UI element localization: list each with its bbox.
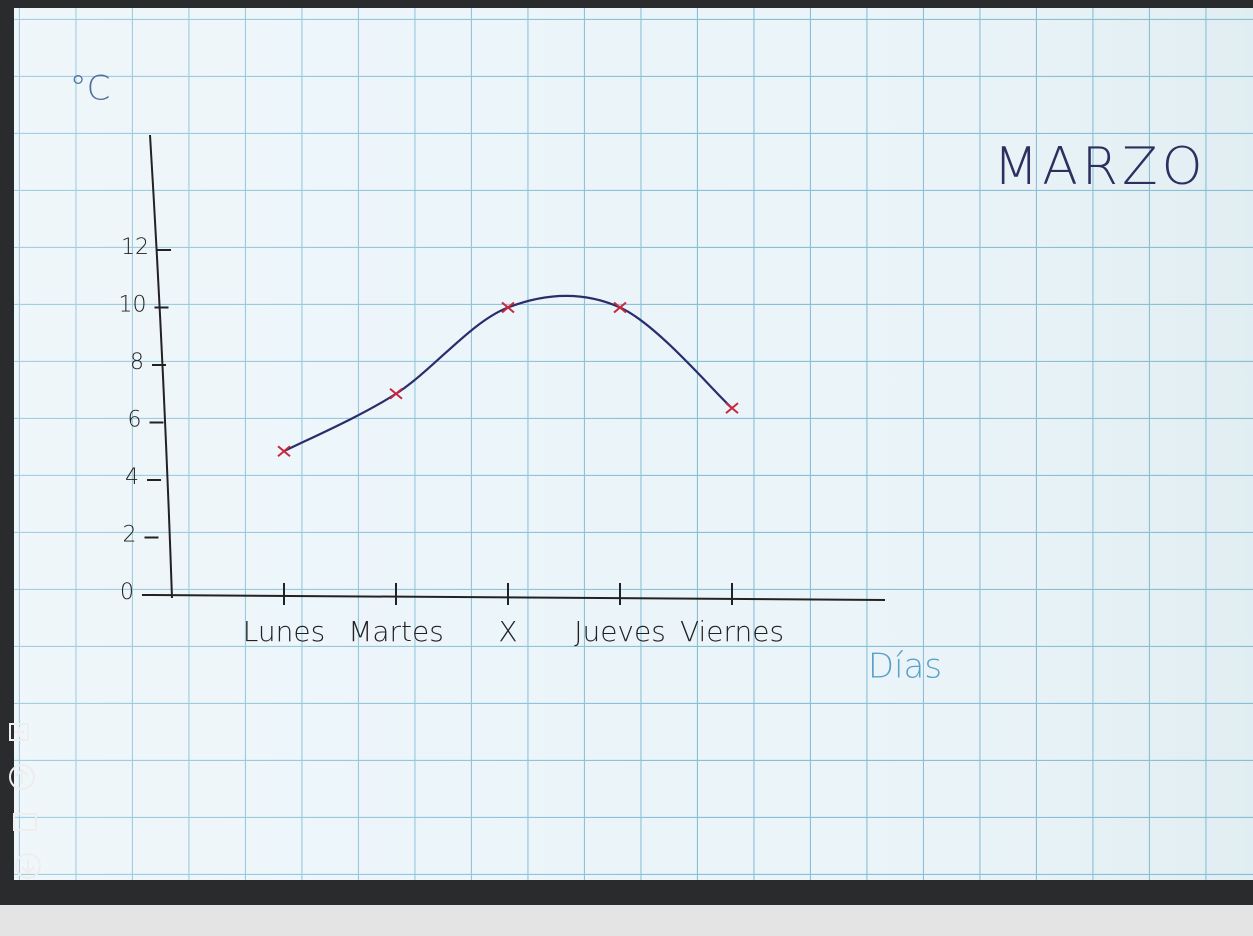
y-axis-label: °C	[70, 69, 111, 109]
x-tick-label: Lunes	[243, 615, 325, 648]
y-tick-label: 6	[128, 408, 142, 433]
point-marker	[613, 301, 627, 314]
y-tick-label: 10	[119, 293, 147, 318]
x-tick-label: X	[498, 615, 517, 648]
point-marker	[389, 387, 403, 400]
side-toolbar	[9, 723, 41, 879]
x-tick-label: Viernes	[680, 615, 784, 648]
page-indicator	[13, 813, 37, 831]
point-marker	[501, 301, 515, 314]
bezel-bottom	[0, 905, 1253, 936]
x-tick-label: Jueves	[574, 615, 666, 648]
x-tick-label: Martes	[348, 615, 444, 648]
y-tick-label: 0	[120, 580, 134, 605]
point-marker	[277, 445, 291, 458]
point-marker	[725, 402, 739, 414]
page-up-button[interactable]	[9, 764, 35, 790]
y-tick-label: 2	[123, 523, 137, 548]
y-tick-label: 4	[125, 465, 139, 490]
add-page-button[interactable]	[9, 723, 29, 741]
whiteboard-shade	[14, 8, 1253, 880]
x-axis-label: Días	[868, 647, 942, 687]
chart-title: MARZO	[993, 137, 1206, 197]
y-tick-label: 8	[130, 350, 144, 375]
page-down-button[interactable]	[15, 853, 41, 879]
y-tick-label: 12	[121, 235, 149, 260]
x-axis	[151, 594, 886, 601]
